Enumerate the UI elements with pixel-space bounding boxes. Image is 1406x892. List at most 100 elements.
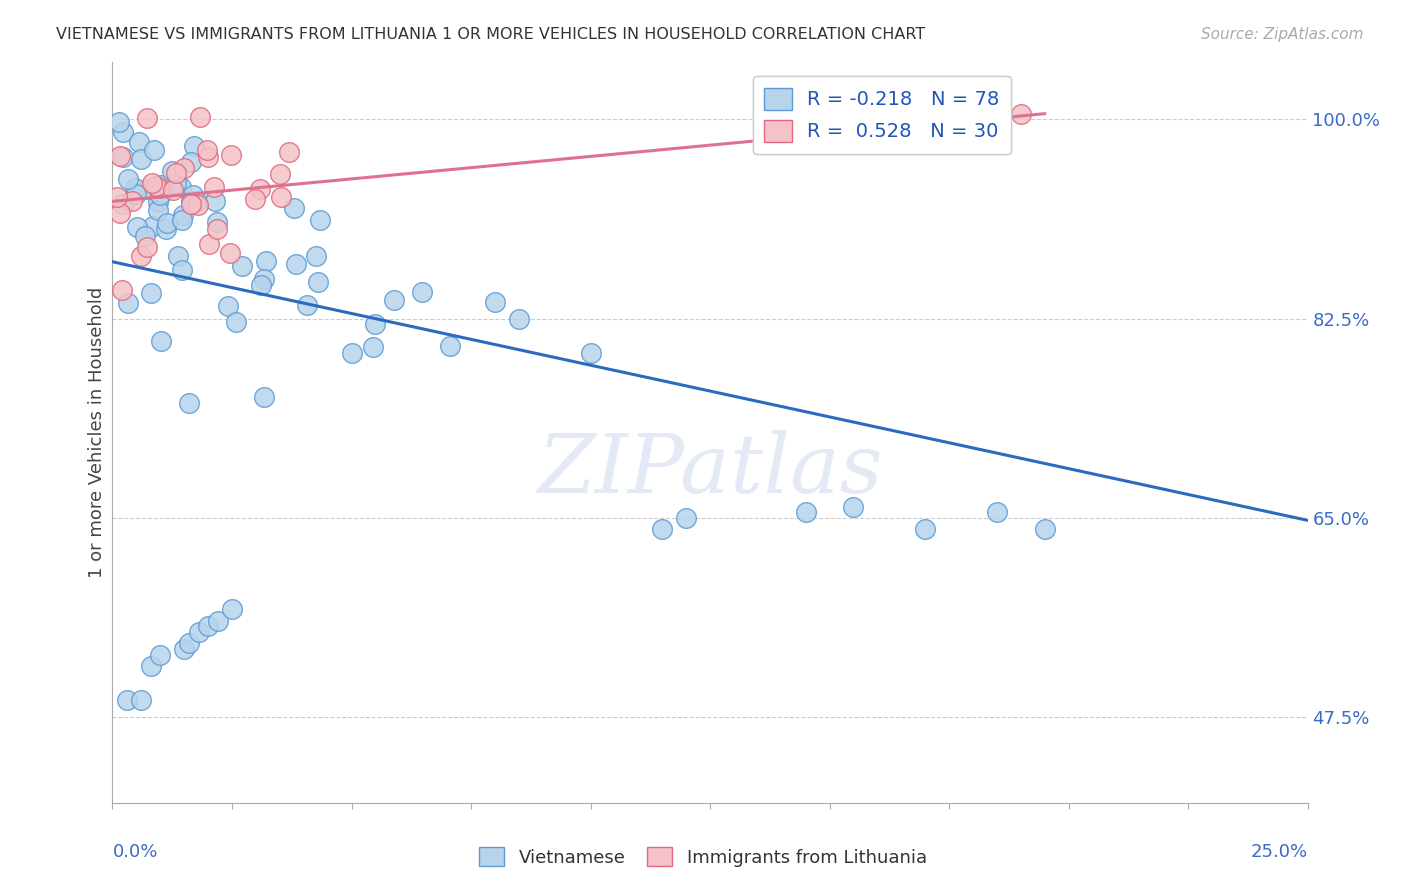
Immigrants from Lithuania xyxy=(221,147,243,161)
Vietnamese xyxy=(124,181,146,195)
Vietnamese xyxy=(111,196,134,211)
Vietnamese xyxy=(117,171,139,186)
Immigrants from Lithuania xyxy=(173,161,195,175)
Text: 25.0%: 25.0% xyxy=(1250,843,1308,861)
Immigrants from Lithuania xyxy=(202,180,225,194)
Vietnamese xyxy=(283,201,305,215)
Vietnamese xyxy=(172,263,194,277)
Vietnamese xyxy=(169,179,191,194)
Immigrants from Lithuania xyxy=(108,149,131,163)
Vietnamese xyxy=(146,194,169,209)
Vietnamese xyxy=(986,505,1008,519)
Immigrants from Lithuania xyxy=(269,167,291,181)
Immigrants from Lithuania xyxy=(148,181,170,195)
Vietnamese xyxy=(205,215,228,229)
Vietnamese xyxy=(914,523,936,537)
Vietnamese xyxy=(180,194,202,209)
Text: VIETNAMESE VS IMMIGRANTS FROM LITHUANIA 1 OR MORE VEHICLES IN HOUSEHOLD CORRELAT: VIETNAMESE VS IMMIGRANTS FROM LITHUANIA … xyxy=(56,27,925,42)
Vietnamese xyxy=(439,339,461,353)
Vietnamese xyxy=(307,275,329,289)
Vietnamese xyxy=(411,285,433,299)
Vietnamese xyxy=(136,182,159,196)
Vietnamese xyxy=(149,187,172,202)
Vietnamese xyxy=(309,213,332,227)
Vietnamese xyxy=(167,249,190,263)
Vietnamese xyxy=(508,311,530,326)
Vietnamese xyxy=(340,346,363,360)
Vietnamese xyxy=(382,293,405,308)
Immigrants from Lithuania xyxy=(243,192,266,206)
Immigrants from Lithuania xyxy=(270,190,292,204)
Vietnamese xyxy=(150,186,173,200)
Vietnamese xyxy=(651,523,673,537)
Text: ZIPatlas: ZIPatlas xyxy=(537,430,883,509)
Text: Source: ZipAtlas.com: Source: ZipAtlas.com xyxy=(1201,27,1364,42)
Vietnamese xyxy=(165,177,187,191)
Immigrants from Lithuania xyxy=(121,194,143,209)
Vietnamese xyxy=(128,135,150,149)
Vietnamese xyxy=(225,315,247,329)
Immigrants from Lithuania xyxy=(129,249,152,263)
Vietnamese xyxy=(108,115,131,129)
Vietnamese xyxy=(180,155,202,169)
Vietnamese xyxy=(364,318,387,332)
Immigrants from Lithuania xyxy=(198,237,221,252)
Vietnamese xyxy=(172,212,194,227)
Vietnamese xyxy=(172,208,194,222)
Immigrants from Lithuania xyxy=(162,183,184,197)
Immigrants from Lithuania xyxy=(187,198,209,212)
Vietnamese xyxy=(117,295,139,310)
Vietnamese xyxy=(142,219,165,233)
Vietnamese xyxy=(217,300,239,314)
Vietnamese xyxy=(295,298,318,312)
Vietnamese xyxy=(129,693,152,707)
Immigrants from Lithuania xyxy=(111,283,134,297)
Immigrants from Lithuania xyxy=(165,166,187,180)
Vietnamese xyxy=(253,390,276,404)
Vietnamese xyxy=(1033,523,1056,537)
Immigrants from Lithuania xyxy=(277,145,299,159)
Vietnamese xyxy=(134,229,156,244)
Vietnamese xyxy=(125,220,148,235)
Immigrants from Lithuania xyxy=(205,222,228,236)
Vietnamese xyxy=(139,286,162,301)
Vietnamese xyxy=(181,188,204,202)
Vietnamese xyxy=(139,659,162,673)
Vietnamese xyxy=(186,194,208,208)
Vietnamese xyxy=(197,619,219,633)
Vietnamese xyxy=(207,614,229,628)
Vietnamese xyxy=(204,194,226,209)
Immigrants from Lithuania xyxy=(108,206,131,220)
Legend: R = -0.218   N = 78, R =  0.528   N = 30: R = -0.218 N = 78, R = 0.528 N = 30 xyxy=(752,76,1011,153)
Vietnamese xyxy=(253,272,276,286)
Immigrants from Lithuania xyxy=(197,150,219,164)
Vietnamese xyxy=(842,500,865,514)
Vietnamese xyxy=(231,259,253,273)
Immigrants from Lithuania xyxy=(180,196,202,211)
Vietnamese xyxy=(143,143,166,157)
Vietnamese xyxy=(162,164,184,178)
Legend: Vietnamese, Immigrants from Lithuania: Vietnamese, Immigrants from Lithuania xyxy=(472,840,934,874)
Vietnamese xyxy=(177,636,200,650)
Vietnamese xyxy=(150,178,173,193)
Vietnamese xyxy=(112,150,135,164)
Immigrants from Lithuania xyxy=(136,240,159,254)
Immigrants from Lithuania xyxy=(188,111,211,125)
Vietnamese xyxy=(250,278,273,293)
Vietnamese xyxy=(361,340,384,354)
Vietnamese xyxy=(484,294,506,309)
Vietnamese xyxy=(112,125,135,139)
Immigrants from Lithuania xyxy=(219,246,242,260)
Vietnamese xyxy=(149,648,172,662)
Immigrants from Lithuania xyxy=(141,176,163,190)
Vietnamese xyxy=(125,186,148,201)
Vietnamese xyxy=(179,396,201,410)
Vietnamese xyxy=(115,693,138,707)
Text: 0.0%: 0.0% xyxy=(112,843,157,861)
Immigrants from Lithuania xyxy=(249,182,271,196)
Vietnamese xyxy=(146,202,169,217)
Vietnamese xyxy=(187,624,209,639)
Vietnamese xyxy=(221,602,243,616)
Vietnamese xyxy=(155,222,177,236)
Vietnamese xyxy=(173,642,195,657)
